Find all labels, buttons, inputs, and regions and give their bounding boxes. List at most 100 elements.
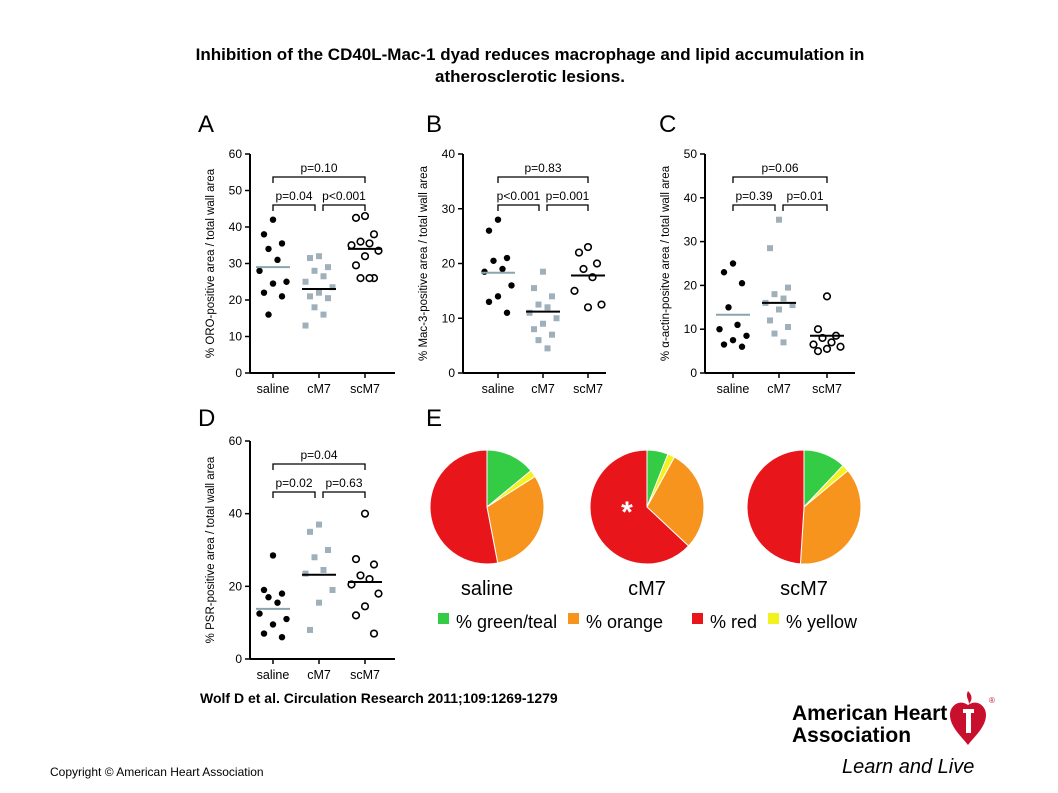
data-point-scM7 xyxy=(597,300,606,309)
y-axis-label: % ORO-positive area / total wall area xyxy=(205,168,217,358)
data-point-saline xyxy=(265,594,272,601)
data-point-cM7 xyxy=(531,285,537,292)
data-point-scM7 xyxy=(583,242,593,252)
data-point-saline xyxy=(269,216,277,223)
x-tick-label: cM7 xyxy=(307,668,331,682)
data-point-saline xyxy=(269,280,277,287)
data-point-saline xyxy=(734,321,741,329)
legend-label: % red xyxy=(710,612,757,632)
y-tick-label: 30 xyxy=(229,257,243,271)
legend-swatch xyxy=(568,613,579,624)
data-point-saline xyxy=(481,268,488,275)
p-value-label: p=0.10 xyxy=(300,161,337,175)
significance-bracket xyxy=(272,463,366,470)
data-point-saline xyxy=(269,621,277,628)
data-point-scM7 xyxy=(592,259,602,268)
data-point-cM7 xyxy=(789,302,796,309)
data-point-scM7 xyxy=(365,274,374,283)
data-point-cM7 xyxy=(771,291,778,298)
y-tick-label: 40 xyxy=(229,220,243,234)
pie-slice xyxy=(746,449,805,565)
scatter-chart-a: 0 10 20 30 40 50 60 % ORO-positive area / total… xyxy=(205,147,395,396)
data-point-cM7 xyxy=(535,337,542,344)
pie-slice xyxy=(486,475,545,564)
data-point-saline xyxy=(485,298,493,306)
data-point-saline xyxy=(738,280,746,287)
x-tick-label: scM7 xyxy=(350,668,380,682)
legend-swatch xyxy=(768,613,779,624)
x-tick-label: saline xyxy=(482,382,515,396)
data-point-scM7 xyxy=(360,602,370,611)
x-tick-label: scM7 xyxy=(350,382,380,396)
data-point-scM7 xyxy=(356,571,365,580)
y-tick-label: 0 xyxy=(235,366,242,380)
aha-logo: American Heart Association Learn and Liv… xyxy=(792,691,995,778)
p-value-label: p=0.39 xyxy=(735,189,772,203)
x-tick-label: saline xyxy=(257,382,290,396)
y-tick-label: 30 xyxy=(442,202,456,216)
data-point-scM7 xyxy=(369,230,379,239)
x-tick-label: scM7 xyxy=(573,382,603,396)
x-tick-label: cM7 xyxy=(767,382,791,396)
data-point-cM7 xyxy=(316,521,322,528)
legend-label: % orange xyxy=(586,612,663,632)
logo-line-1: American Heart xyxy=(792,702,947,725)
heart-torch-icon: ® xyxy=(950,691,995,745)
data-point-cM7 xyxy=(780,295,787,302)
data-point-cM7 xyxy=(325,547,331,553)
pie-slice xyxy=(646,456,705,547)
data-point-cM7 xyxy=(531,326,537,333)
data-point-saline xyxy=(274,256,281,264)
data-point-saline xyxy=(256,610,263,617)
data-point-cM7 xyxy=(776,216,782,223)
significance-bracket xyxy=(546,204,589,211)
p-value-label: p=0.63 xyxy=(325,476,362,490)
data-point-cM7 xyxy=(549,293,555,300)
data-point-saline xyxy=(260,289,268,296)
data-point-cM7 xyxy=(325,264,331,271)
x-tick-label: saline xyxy=(257,668,290,682)
data-point-saline xyxy=(494,216,502,223)
data-point-cM7 xyxy=(329,586,336,593)
svg-text:®: ® xyxy=(989,696,995,705)
y-tick-label: 0 xyxy=(448,366,455,380)
pie-slice xyxy=(799,469,862,565)
scatter-chart-c: 0 10 20 30 40 50 % α-actin-positve area / tota… xyxy=(660,147,855,396)
scatter-chart-b: 0 10 20 30 40 % Mac-3-positive area / total w… xyxy=(418,147,606,396)
data-point-cM7 xyxy=(540,268,546,275)
data-point-saline xyxy=(720,341,728,348)
pie-slice xyxy=(429,449,499,565)
data-point-scM7 xyxy=(579,264,588,274)
data-point-scM7 xyxy=(583,303,593,312)
data-point-cM7 xyxy=(544,304,551,311)
data-point-scM7 xyxy=(813,325,823,334)
data-point-saline xyxy=(260,630,268,637)
p-value-label: p<0.001 xyxy=(497,189,541,203)
data-point-scM7 xyxy=(570,286,579,295)
significance-bracket xyxy=(272,176,366,183)
data-point-saline xyxy=(283,278,290,285)
data-point-saline xyxy=(260,586,268,594)
data-point-scM7 xyxy=(809,340,818,349)
x-tick-label: cM7 xyxy=(307,382,331,396)
p-value-label: p=0.83 xyxy=(524,161,561,175)
significance-bracket xyxy=(322,204,366,211)
data-point-cM7 xyxy=(767,245,773,252)
significance-bracket xyxy=(782,204,828,211)
data-point-saline xyxy=(278,240,286,247)
y-axis-label: % PSR-positive area / total wall area xyxy=(205,456,217,643)
significance-bracket xyxy=(272,491,316,498)
x-tick-label: saline xyxy=(717,382,750,396)
data-point-scM7 xyxy=(351,554,361,564)
logo-tagline: Learn and Live xyxy=(842,756,974,778)
legend-label: % green/teal xyxy=(456,612,557,632)
data-point-scM7 xyxy=(369,629,379,638)
data-point-scM7 xyxy=(822,292,832,301)
data-point-cM7 xyxy=(553,315,560,322)
data-point-scM7 xyxy=(813,347,823,356)
data-point-cM7 xyxy=(320,311,327,318)
data-point-saline xyxy=(503,309,511,316)
data-point-saline xyxy=(503,254,511,262)
data-point-saline xyxy=(490,257,497,264)
data-point-saline xyxy=(729,260,737,267)
